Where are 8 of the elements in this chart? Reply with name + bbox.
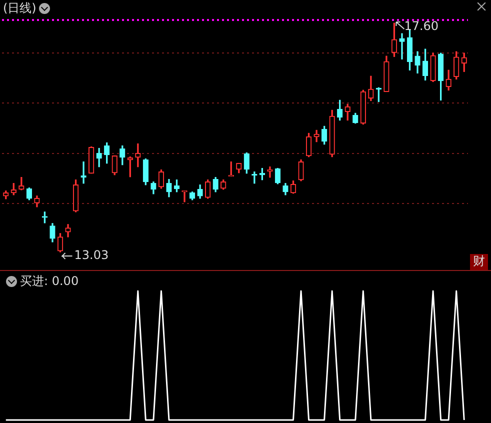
annotation: 13.03 [74, 248, 109, 262]
candlestick [80, 161, 86, 184]
candlestick [399, 33, 405, 60]
chart-title: (日线) [3, 1, 36, 15]
chart-title: 买进: 0.00 [20, 274, 79, 288]
text: 财 [473, 254, 485, 268]
candlestick [267, 166, 273, 178]
annotation: 17.60 [404, 19, 439, 34]
